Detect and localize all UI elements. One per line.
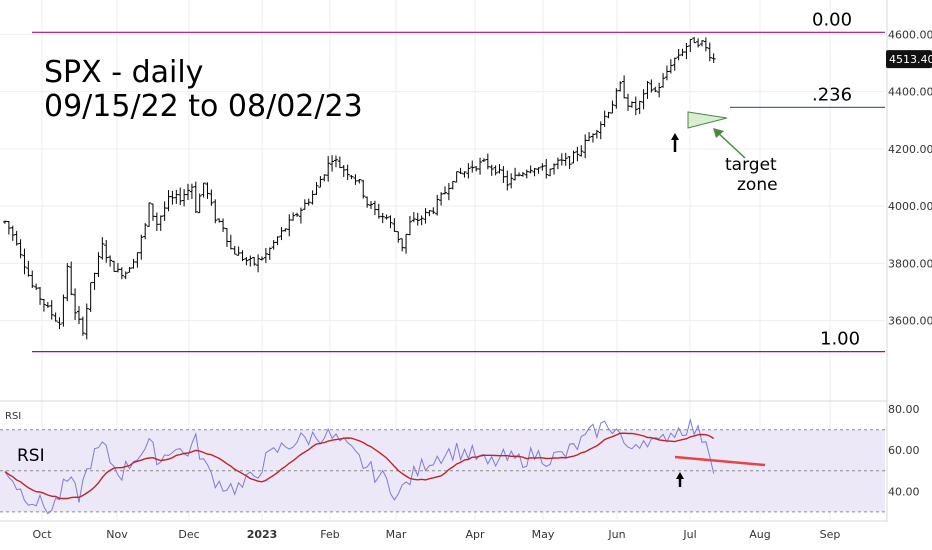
rsi-band-layer [0, 429, 885, 513]
time-tick-label: Sep [820, 528, 841, 541]
annotation-layer [671, 111, 766, 487]
price-tick-label: 4400.00 [888, 86, 932, 99]
last-price-label: 4513.40 [889, 53, 932, 66]
rsi-label: RSI [17, 446, 45, 466]
rsi-panel-label: RSI [5, 411, 21, 422]
rsi-tick-label: 40.00 [888, 485, 920, 498]
target-zone-label-1: target [725, 155, 777, 175]
time-tick-label: Jun [607, 528, 625, 541]
time-tick-label: Oct [32, 528, 52, 541]
grid-layer [0, 0, 888, 522]
chart-subtitle: 09/15/22 to 08/02/23 [44, 89, 363, 124]
price-bars [3, 37, 716, 340]
fib-label: 0.00 [812, 9, 852, 30]
price-tick-label: 3800.00 [888, 257, 932, 270]
chart-title: SPX - daily [44, 55, 203, 90]
time-tick-label: Apr [465, 528, 485, 541]
time-tick-label: Mar [386, 528, 407, 541]
time-tick-label: Feb [320, 528, 339, 541]
time-tick-label: Nov [106, 528, 128, 541]
fib-label: 1.00 [820, 329, 860, 350]
price-tick-label: 3600.00 [888, 315, 932, 328]
price-low-arrow-head [671, 133, 679, 140]
fib-label: .236 [812, 84, 852, 105]
rsi-tick-label: 80.00 [888, 403, 920, 416]
price-tick-label: 4600.00 [888, 28, 932, 41]
time-tick-label: Dec [178, 528, 199, 541]
time-tick-label: Aug [749, 528, 770, 541]
target-zone-arrow-head [713, 128, 724, 138]
rsi-layer [4, 417, 715, 515]
rsi-divergence-line [674, 455, 766, 467]
rsi-tick-label: 60.00 [888, 444, 920, 457]
time-tick-label: 2023 [247, 528, 278, 541]
rsi-low-arrow-head [676, 472, 684, 479]
price-tick-label: 4200.00 [888, 143, 932, 156]
rsi-line [4, 417, 715, 515]
time-tick-label: May [532, 528, 555, 541]
time-tick-label: Jul [682, 528, 696, 541]
axis-layer: 3600.00 3800.00 4000.00 4200.00 4400.00 4600.… [32, 28, 932, 541]
target-zone-triangle [687, 111, 728, 129]
target-zone-label-2: zone [737, 175, 778, 195]
fib-layer: 0.00 .236 1.00 [32, 9, 885, 353]
last-price-tag [886, 50, 932, 69]
target-zone-arrow [715, 130, 746, 159]
price-tick-label: 4000.00 [888, 200, 932, 213]
rsi-moving-average [4, 432, 715, 500]
